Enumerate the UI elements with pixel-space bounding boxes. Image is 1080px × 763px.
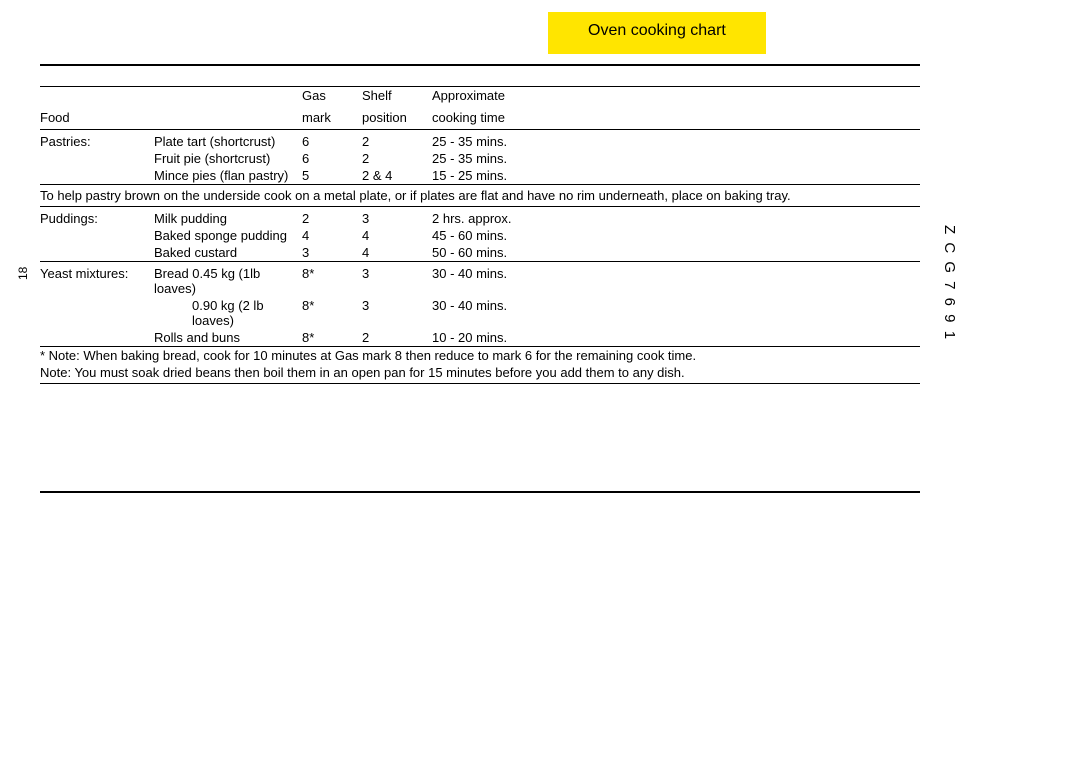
shelf-cell: 3 [362, 207, 432, 228]
time-cell: 30 - 40 mins. [432, 262, 920, 297]
item-cell: 0.90 kg (2 lb loaves) [154, 297, 302, 329]
gas-cell: 8* [302, 297, 362, 329]
time-cell: 50 - 60 mins. [432, 244, 920, 262]
page-number: 18 [16, 267, 30, 280]
time-cell: 45 - 60 mins. [432, 227, 920, 244]
shelf-cell: 2 [362, 329, 432, 347]
shelf-cell: 3 [362, 262, 432, 297]
time-cell: 10 - 20 mins. [432, 329, 920, 347]
time-cell: 25 - 35 mins. [432, 130, 920, 151]
item-cell: Fruit pie (shortcrust) [154, 150, 302, 167]
shelf-cell: 2 [362, 130, 432, 151]
gas-cell: 6 [302, 150, 362, 167]
shelf-cell: 3 [362, 297, 432, 329]
col-head-food: Food [40, 104, 154, 130]
item-cell: Plate tart (shortcrust) [154, 130, 302, 151]
section-note: To help pastry brown on the underside co… [40, 185, 920, 207]
category-cell: Pastries: [40, 130, 154, 151]
time-cell: 30 - 40 mins. [432, 297, 920, 329]
category-cell: Puddings: [40, 207, 154, 228]
col-head-gas-2: mark [302, 104, 362, 130]
gas-cell: 8* [302, 329, 362, 347]
item-cell: Baked custard [154, 244, 302, 262]
shelf-cell: 4 [362, 244, 432, 262]
time-cell: 25 - 35 mins. [432, 150, 920, 167]
col-head-gas-1: Gas [302, 87, 362, 104]
gas-cell: 2 [302, 207, 362, 228]
item-cell: Baked sponge pudding [154, 227, 302, 244]
time-cell: 2 hrs. approx. [432, 207, 920, 228]
item-cell: Bread 0.45 kg (1lb loaves) [154, 262, 302, 297]
footnote: Note: You must soak dried beans then boi… [40, 364, 920, 384]
gas-cell: 3 [302, 244, 362, 262]
col-head-shelf-2: position [362, 104, 432, 130]
footnote: * Note: When baking bread, cook for 10 m… [40, 347, 920, 364]
gas-cell: 5 [302, 167, 362, 185]
gas-cell: 6 [302, 130, 362, 151]
page-title: Oven cooking chart [588, 22, 726, 39]
item-cell: Milk pudding [154, 207, 302, 228]
top-rule [40, 64, 920, 66]
bottom-rule [40, 491, 920, 493]
gas-cell: 4 [302, 227, 362, 244]
col-head-time-1: Approximate [432, 87, 920, 104]
col-head-shelf-1: Shelf [362, 87, 432, 104]
item-cell: Mince pies (flan pastry) [154, 167, 302, 185]
time-cell: 15 - 25 mins. [432, 167, 920, 185]
shelf-cell: 4 [362, 227, 432, 244]
col-head-time-2: cooking time [432, 104, 920, 130]
gas-cell: 8* [302, 262, 362, 297]
item-cell: Rolls and buns [154, 329, 302, 347]
shelf-cell: 2 & 4 [362, 167, 432, 185]
model-code: Z C G 7 6 9 1 [941, 225, 958, 341]
shelf-cell: 2 [362, 150, 432, 167]
title-banner: Oven cooking chart [548, 12, 766, 54]
cooking-chart: Gas Shelf Approximate Food mark position… [40, 86, 920, 384]
category-cell: Yeast mixtures: [40, 262, 154, 297]
